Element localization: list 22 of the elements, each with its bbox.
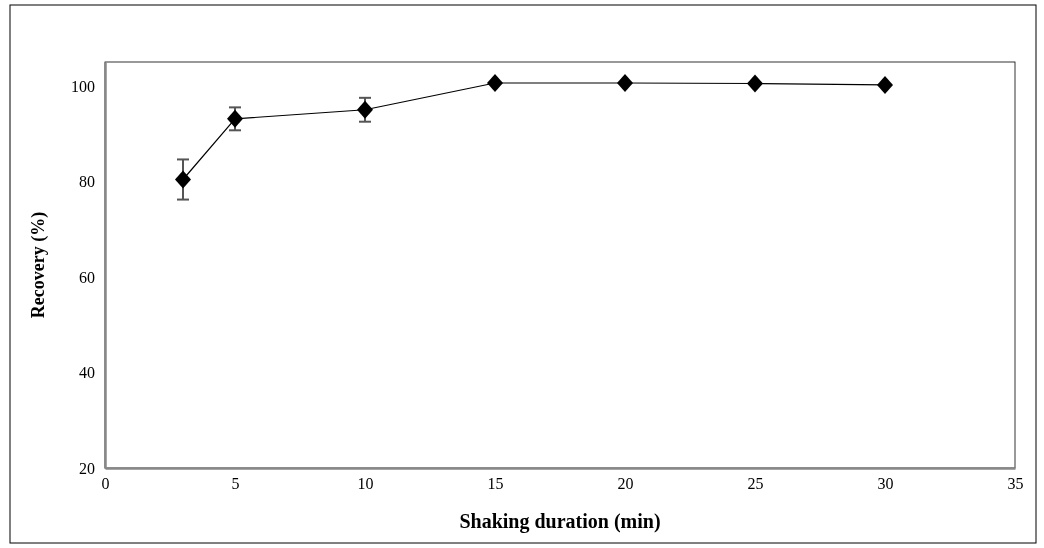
point [227, 109, 243, 128]
point [617, 74, 633, 93]
x-tick-label: 35 [1007, 475, 1024, 493]
y-tick-label: 40 [79, 364, 95, 382]
y-tick-label: 80 [79, 173, 95, 191]
x-tick-label: 0 [101, 475, 110, 493]
point [747, 74, 763, 93]
point [175, 170, 191, 189]
point [487, 74, 503, 93]
point [357, 100, 373, 119]
x-tick-label: 20 [617, 475, 634, 493]
x-tick-label: 10 [357, 475, 374, 493]
y-tick-label: 20 [79, 459, 95, 477]
point [877, 75, 893, 94]
x-tick-label: 5 [231, 475, 240, 493]
y-axis-title: Recovery (%) [28, 211, 49, 319]
y-tick-label: 60 [79, 268, 95, 286]
x-tick-label: 15 [487, 475, 504, 493]
x-tick-label: 30 [877, 475, 894, 493]
x-tick-label: 25 [747, 475, 764, 493]
y-tick-label: 100 [71, 77, 95, 95]
x-axis-title: Shaking duration (min) [459, 510, 661, 533]
